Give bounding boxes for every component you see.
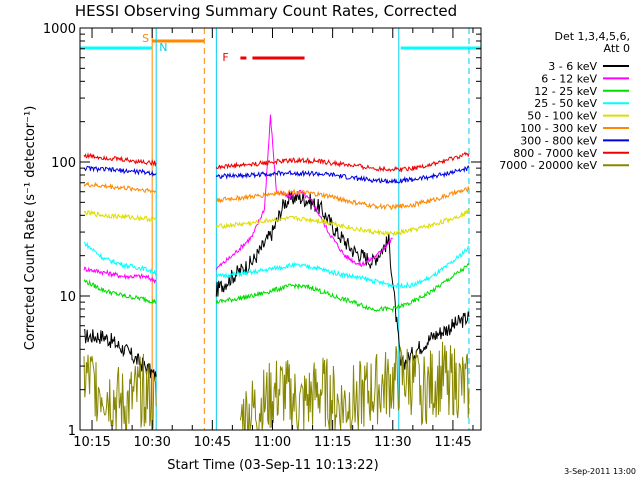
plot-frame <box>79 27 482 431</box>
series-1-line-1 <box>215 114 393 271</box>
x-tick-label: 11:00 <box>254 435 291 450</box>
series-layer <box>83 114 470 431</box>
series-2-line-0 <box>83 278 157 305</box>
x-tick-label: 10:30 <box>133 435 170 450</box>
series-2 <box>83 262 470 314</box>
legend-label-2: 12 - 25 keV <box>534 85 597 98</box>
x-axis-label: Start Time (03-Sep-11 10:13:22) <box>167 458 378 473</box>
legend-label-4: 50 - 100 keV <box>527 110 597 123</box>
annotation-s: S <box>142 32 149 45</box>
legend-header-line-1: Det 1,3,4,5,6, <box>554 30 630 43</box>
series-8-line-1 <box>239 341 470 431</box>
series-7-line-1 <box>215 151 470 173</box>
chart-title: HESSI Observing Summary Count Rates, Cor… <box>75 2 457 20</box>
series-0 <box>83 191 470 381</box>
series-4-line-1 <box>215 207 470 237</box>
series-8 <box>83 341 470 431</box>
x-tick-label: 11:45 <box>434 435 471 450</box>
series-0-line-1 <box>215 191 470 370</box>
series-0-line-0 <box>83 328 157 381</box>
y-tick-label: 10 <box>59 290 76 305</box>
series-3 <box>83 241 470 290</box>
x-tick-label: 11:15 <box>314 435 351 450</box>
legend-label-1: 6 - 12 keV <box>541 72 597 85</box>
series-6-line-1 <box>215 164 470 184</box>
series-4 <box>83 207 470 237</box>
annotation-layer: SN F <box>80 28 481 430</box>
legend-label-3: 25 - 50 keV <box>534 97 597 110</box>
timestamp-label: 3-Sep-2011 13:00 <box>564 467 636 476</box>
y-tick-label: 1 <box>68 424 76 439</box>
legend-label-8: 7000 - 20000 keV <box>499 159 597 172</box>
series-5-line-0 <box>83 181 157 194</box>
series-7 <box>83 151 470 173</box>
series-7-line-0 <box>83 152 157 167</box>
series-6-line-0 <box>83 165 157 177</box>
series-6 <box>83 164 470 184</box>
x-tick-label: 11:30 <box>374 435 411 450</box>
annotation-n: N <box>159 41 167 54</box>
x-tick-label: 10:15 <box>73 435 110 450</box>
series-8-line-0 <box>83 353 157 431</box>
legend-label-6: 300 - 800 keV <box>520 134 597 147</box>
series-5 <box>83 181 470 211</box>
legend-label-7: 800 - 7000 keV <box>513 147 597 160</box>
y-tick-label: 1000 <box>43 22 76 37</box>
series-1-line-0 <box>83 266 157 285</box>
series-4-line-0 <box>83 209 157 223</box>
legend-header-line-2: Att 0 <box>604 42 630 55</box>
series-3-line-1 <box>216 245 470 290</box>
series-2-line-1 <box>215 262 470 314</box>
series-5-line-1 <box>216 185 470 211</box>
legend-label-5: 100 - 300 keV <box>520 122 597 135</box>
legend-label-0: 3 - 6 keV <box>548 60 597 73</box>
y-axis-label: Corrected Count Rate (s⁻¹ detector⁻¹) <box>23 106 38 351</box>
y-tick-label: 100 <box>51 156 76 171</box>
axes-layer: 1 10 100 1000 10:15 10:30 10:45 11:00 11:15 11:30… <box>43 22 482 450</box>
x-tick-label: 10:45 <box>194 435 231 450</box>
series-1 <box>83 114 393 285</box>
annotation-f: F <box>222 51 228 64</box>
series-3-line-0 <box>83 241 157 276</box>
